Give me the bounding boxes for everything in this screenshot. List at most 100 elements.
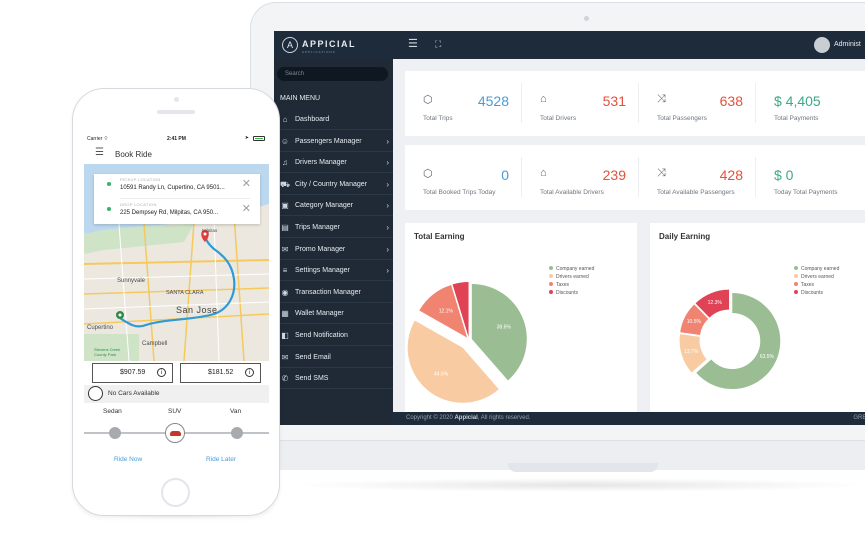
hamburger-icon[interactable]: ☰: [95, 147, 104, 158]
radio-circle[interactable]: [88, 386, 103, 401]
daily-earning-donut: 63.5% 13.7% 10.5% 12.3%: [679, 289, 781, 390]
sidebar-item-promo-manager[interactable]: ✉ Promo Manager ›: [274, 239, 393, 260]
sidebar-item-send-email[interactable]: ✉ Send Email: [274, 347, 393, 368]
ride-later-button[interactable]: Ride Later: [206, 456, 236, 463]
sidebar-item-wallet-manager[interactable]: ▦ Wallet Manager: [274, 303, 393, 325]
car-type-suv[interactable]: SUV: [168, 408, 182, 415]
ride-now-button[interactable]: Ride Now: [114, 456, 143, 463]
stat-total-available-passengers: ⤨ 428 Total Available Passengers: [639, 145, 756, 210]
drop-dot-icon: [107, 207, 111, 211]
clear-drop-icon[interactable]: ✕: [241, 203, 251, 215]
slice-company-earned[interactable]: [471, 283, 527, 381]
sidebar-item-dashboard[interactable]: ⌂ Dashboard: [274, 109, 393, 130]
top-bar: A APPICIAL APPLICATIONS ☰ ⛶ Administ: [274, 31, 865, 59]
route-map[interactable]: Sunnyvale SANTA CLARA San Jose Cupertino…: [84, 164, 269, 361]
legend-swatch: [549, 274, 553, 278]
pickup-marker: [116, 311, 124, 319]
sidebar-item-send-notification[interactable]: ◧ Send Notification: [274, 325, 393, 346]
sidebar-item-passengers-manager[interactable]: ☺ Passengers Manager ›: [274, 131, 393, 152]
stat-label: Total Drivers: [540, 115, 577, 122]
sidebar-item-transaction-manager[interactable]: ◉ Transaction Manager: [274, 282, 393, 303]
slice-label: 13.7%: [684, 349, 699, 355]
category-icon: ▣: [281, 201, 289, 211]
suv-knob-selected[interactable]: [165, 423, 185, 443]
legend-label: Taxes: [801, 282, 815, 288]
sidebar-item-label: Dashboard: [295, 116, 330, 123]
box-icon: ⬡: [423, 168, 433, 180]
sidebar-item-label: Send SMS: [295, 375, 329, 383]
brand-subtitle: APPLICATIONS: [302, 50, 336, 54]
sidebar-item-label: Trips Manager: [295, 224, 340, 231]
chart-title: Total Earning: [414, 232, 465, 241]
sidebar-item-trips-manager[interactable]: ▤ Trips Manager ›: [274, 217, 393, 238]
sidebar-item-drivers-manager[interactable]: ♫ Drivers Manager ›: [274, 152, 393, 174]
search-input[interactable]: Search: [277, 67, 388, 81]
legend-item[interactable]: Company earned: [549, 265, 594, 273]
park-area: [84, 334, 139, 361]
fare-estimate-2[interactable]: $181.52 i: [180, 363, 261, 383]
slice-discounts[interactable]: [452, 282, 469, 338]
phone-camera: [174, 97, 179, 102]
chevron-right-icon: ›: [386, 223, 389, 232]
pickup-row[interactable]: PICKUP LOCATION 10591 Randy Ln, Cupertin…: [94, 174, 260, 199]
hamburger-icon[interactable]: ☰: [408, 38, 418, 50]
slice-taxes[interactable]: [419, 285, 468, 338]
drop-row[interactable]: DROP LOCATION 225 Dempsey Rd, Milpitas, …: [94, 199, 260, 224]
chevron-right-icon: ›: [386, 266, 389, 276]
slice-drivers-earned[interactable]: [679, 334, 707, 373]
slice-discounts[interactable]: [695, 289, 730, 318]
info-icon[interactable]: i: [245, 368, 254, 377]
divider: [638, 83, 639, 123]
map-label-sunnyvale: Sunnyvale: [117, 278, 146, 284]
location-card: PICKUP LOCATION 10591 Randy Ln, Cupertin…: [94, 174, 260, 224]
fare-estimate-1[interactable]: $907.59 i: [92, 363, 173, 383]
brand-name[interactable]: APPICIAL: [302, 39, 357, 49]
home-button[interactable]: [161, 478, 190, 507]
stat-label: Total Trips: [423, 115, 453, 122]
divider: [120, 198, 250, 199]
footer-brand-link[interactable]: Appicial: [454, 415, 478, 421]
divider: [638, 157, 639, 197]
stat-label: Total Passengers: [657, 115, 707, 122]
legend-item[interactable]: Drivers earned: [794, 273, 839, 281]
sidebar-item-settings-manager[interactable]: ≡ Settings Manager ›: [274, 260, 393, 282]
slice-company-earned[interactable]: [696, 293, 781, 390]
slice-drivers-earned[interactable]: [407, 320, 499, 403]
footer-right-text: GREF: [853, 415, 865, 421]
stats-row-totals: ⬡ 4528 Total Trips ⌂ 531 Total Drivers ⤨ 638 Tot…: [405, 71, 865, 136]
divider: [755, 157, 756, 197]
slice-label: 12.3%: [708, 300, 723, 306]
legend-label: Discounts: [801, 290, 823, 296]
sidebar-item-label: Send Notification: [295, 332, 348, 339]
sidebar-item-send-sms[interactable]: ✆ Send SMS: [274, 368, 393, 390]
sidebar-item-city-country-manager[interactable]: ⛟ City / Country Manager ›: [274, 174, 393, 195]
legend-item[interactable]: Discounts: [549, 289, 594, 297]
legend-item[interactable]: Company earned: [794, 265, 839, 273]
drop-address[interactable]: 225 Dempsey Rd, Milpitas, CA 950...: [120, 210, 219, 216]
user-name[interactable]: Administ: [834, 41, 861, 48]
slice-taxes[interactable]: [680, 304, 709, 336]
bell-icon: ♫: [282, 158, 288, 168]
legend-item[interactable]: Drivers earned: [549, 273, 594, 281]
fullscreen-icon[interactable]: ⛶: [435, 39, 442, 49]
stat-label: Total Booked Trips Today: [423, 189, 496, 196]
sms-icon: ✆: [281, 374, 289, 384]
clear-pickup-icon[interactable]: ✕: [241, 178, 251, 190]
legend-item[interactable]: Discounts: [794, 289, 839, 297]
legend-label: Company earned: [556, 266, 595, 272]
avatar[interactable]: [814, 37, 830, 53]
sedan-knob[interactable]: [109, 427, 121, 439]
drop-caption: DROP LOCATION: [120, 202, 157, 207]
van-knob[interactable]: [231, 427, 243, 439]
car-type-sedan[interactable]: Sedan: [103, 408, 122, 415]
sidebar-item-category-manager[interactable]: ▣ Category Manager ›: [274, 195, 393, 217]
car-type-van[interactable]: Van: [230, 408, 242, 415]
stat-value: 239: [602, 167, 626, 183]
page-title: Book Ride: [115, 150, 152, 159]
pickup-address[interactable]: 10591 Randy Ln, Cupertino, CA 9501...: [120, 185, 225, 191]
no-cars-text: No Cars Available: [108, 390, 160, 397]
admin-dashboard: A APPICIAL APPLICATIONS ☰ ⛶ Administ Sea…: [274, 31, 865, 425]
legend-item[interactable]: Taxes: [549, 281, 594, 289]
info-icon[interactable]: i: [157, 368, 166, 377]
legend-item[interactable]: Taxes: [794, 281, 839, 289]
